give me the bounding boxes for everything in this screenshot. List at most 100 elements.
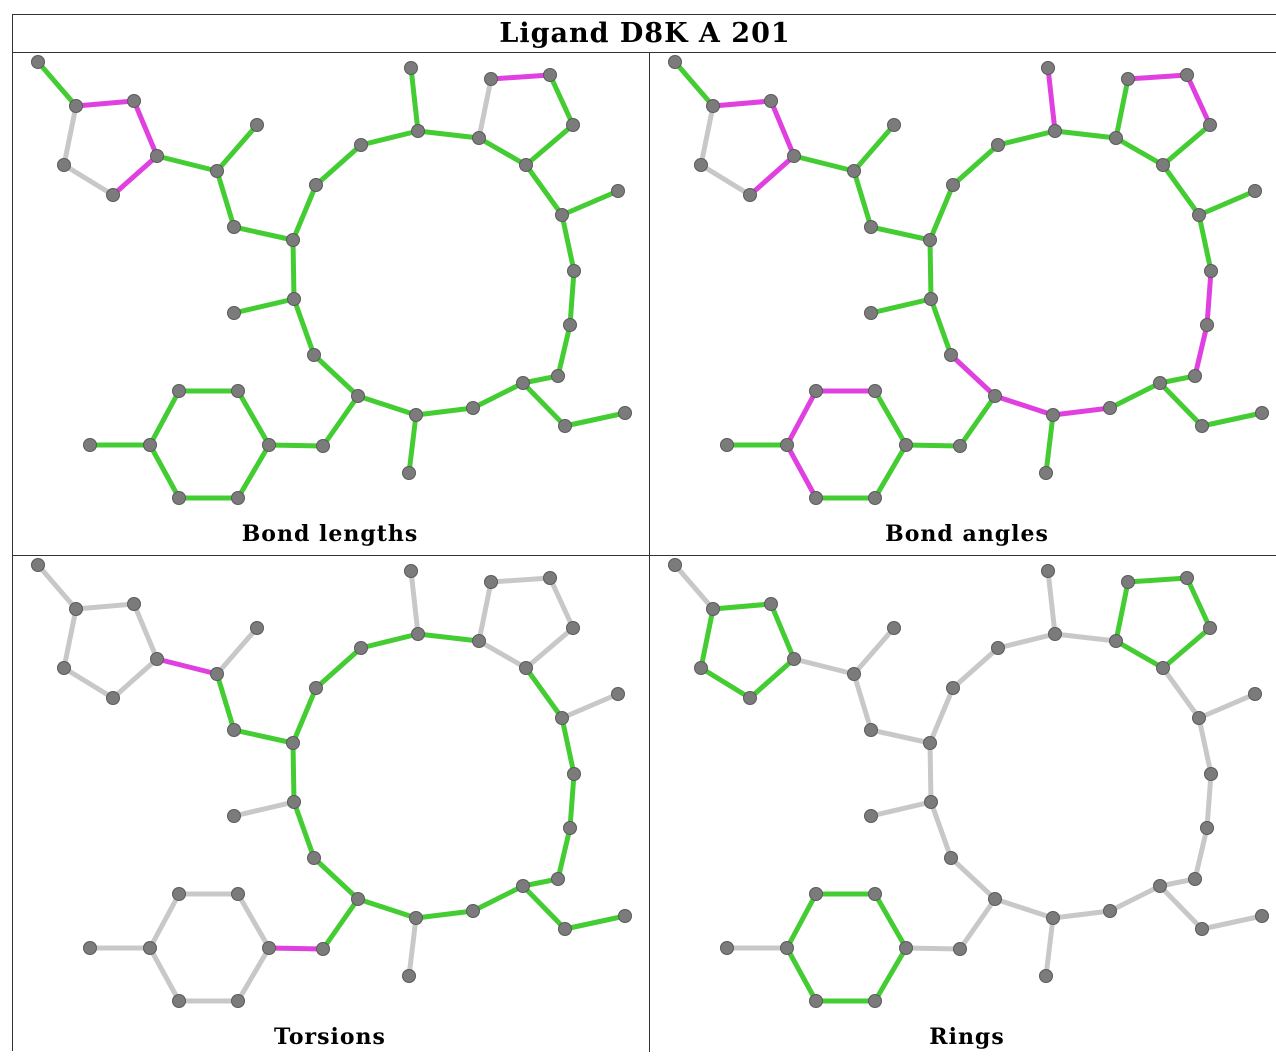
bond-29-31 — [355, 393, 419, 418]
bond-34-9 — [927, 740, 934, 805]
bond-39-40 — [784, 388, 819, 448]
atom-7 — [887, 621, 901, 635]
bond-1-2 — [710, 98, 774, 109]
bond-37-38 — [872, 891, 909, 951]
atom-1 — [69, 99, 83, 113]
atom-5 — [57, 661, 71, 675]
atom-16 — [1121, 72, 1135, 86]
atom-38 — [868, 384, 882, 398]
atom-39 — [172, 887, 186, 901]
atom-21 — [611, 184, 625, 198]
bond-33-34 — [928, 799, 954, 861]
atom-8 — [227, 723, 241, 737]
atom-34 — [924, 795, 938, 809]
atom-24 — [551, 369, 565, 383]
atom-1 — [706, 602, 720, 616]
bond-39-40 — [147, 891, 182, 951]
atom-43 — [720, 941, 734, 955]
panel-bond-angles: Bond angles — [650, 53, 1276, 553]
bond-13-14 — [408, 568, 421, 637]
bond-20-22 — [559, 715, 577, 777]
atom-7 — [250, 118, 264, 132]
bond-25-26 — [1157, 883, 1205, 932]
atom-33 — [307, 851, 321, 865]
bond-17-18 — [1184, 72, 1213, 128]
atom-28 — [1103, 904, 1117, 918]
bond-34-35 — [868, 296, 934, 316]
bond-1-2 — [73, 98, 137, 109]
bond-42-37 — [872, 442, 909, 501]
bond-36-37 — [266, 945, 326, 952]
atom-43 — [720, 438, 734, 452]
atom-20 — [555, 711, 569, 725]
atom-22 — [567, 264, 581, 278]
atom-33 — [944, 851, 958, 865]
bond-3-6 — [154, 656, 220, 677]
atom-34 — [287, 292, 301, 306]
bond-19-20 — [1160, 162, 1202, 218]
atom-40 — [143, 941, 157, 955]
bond-6-8 — [851, 671, 874, 733]
atom-3 — [787, 149, 801, 163]
bond-0-1 — [672, 562, 716, 612]
atom-30 — [402, 466, 416, 480]
atom-39 — [172, 384, 186, 398]
bond-39-40 — [784, 891, 819, 951]
atom-11 — [991, 641, 1005, 655]
atom-19 — [519, 661, 533, 675]
atom-24 — [1188, 872, 1202, 886]
atom-36 — [953, 439, 967, 453]
atom-9 — [286, 233, 300, 247]
bond-22-23 — [1204, 771, 1214, 831]
bond-16-17 — [1125, 72, 1190, 82]
bond-34-9 — [290, 237, 297, 302]
atom-15 — [1109, 131, 1123, 145]
bond-3-4 — [110, 153, 160, 198]
atom-28 — [466, 904, 480, 918]
molecule-bond-lengths — [31, 55, 632, 505]
bond-9-10 — [290, 182, 319, 243]
bond-2-3 — [768, 601, 797, 662]
atom-23 — [563, 821, 577, 835]
bond-6-7 — [851, 625, 897, 677]
atom-38 — [231, 887, 245, 901]
atom-6 — [847, 667, 861, 681]
atom-8 — [864, 220, 878, 234]
atom-27 — [618, 909, 632, 923]
molecule-torsions — [31, 558, 632, 1008]
atom-24 — [1188, 369, 1202, 383]
atom-35 — [864, 306, 878, 320]
bond-31-36 — [320, 896, 361, 952]
bond-13-15 — [415, 128, 482, 141]
atom-43 — [83, 941, 97, 955]
bond-40-41 — [147, 945, 182, 1004]
bond-31-33 — [311, 352, 361, 399]
bond-15-16 — [476, 76, 494, 141]
atom-22 — [1204, 264, 1218, 278]
bond-18-19 — [1160, 122, 1213, 168]
atom-20 — [555, 208, 569, 222]
bond-25-26 — [520, 380, 568, 429]
bond-28-29 — [1050, 405, 1113, 418]
atom-33 — [944, 348, 958, 362]
atom-6 — [210, 164, 224, 178]
bond-15-19 — [1113, 638, 1166, 671]
atom-26 — [558, 419, 572, 433]
atom-13 — [1048, 627, 1062, 641]
atom-21 — [1248, 687, 1262, 701]
atom-42 — [231, 994, 245, 1008]
bond-11-13 — [995, 128, 1058, 148]
bond-42-37 — [872, 945, 909, 1004]
atom-31 — [988, 389, 1002, 403]
atom-0 — [668, 55, 682, 69]
atom-23 — [1200, 821, 1214, 835]
bond-33-34 — [291, 799, 317, 861]
atom-4 — [743, 188, 757, 202]
atom-3 — [787, 652, 801, 666]
atom-19 — [519, 158, 533, 172]
atom-41 — [809, 994, 823, 1008]
atom-16 — [1121, 575, 1135, 589]
bond-17-18 — [547, 72, 576, 128]
bond-4-5 — [698, 162, 753, 198]
bond-26-27 — [562, 410, 628, 429]
